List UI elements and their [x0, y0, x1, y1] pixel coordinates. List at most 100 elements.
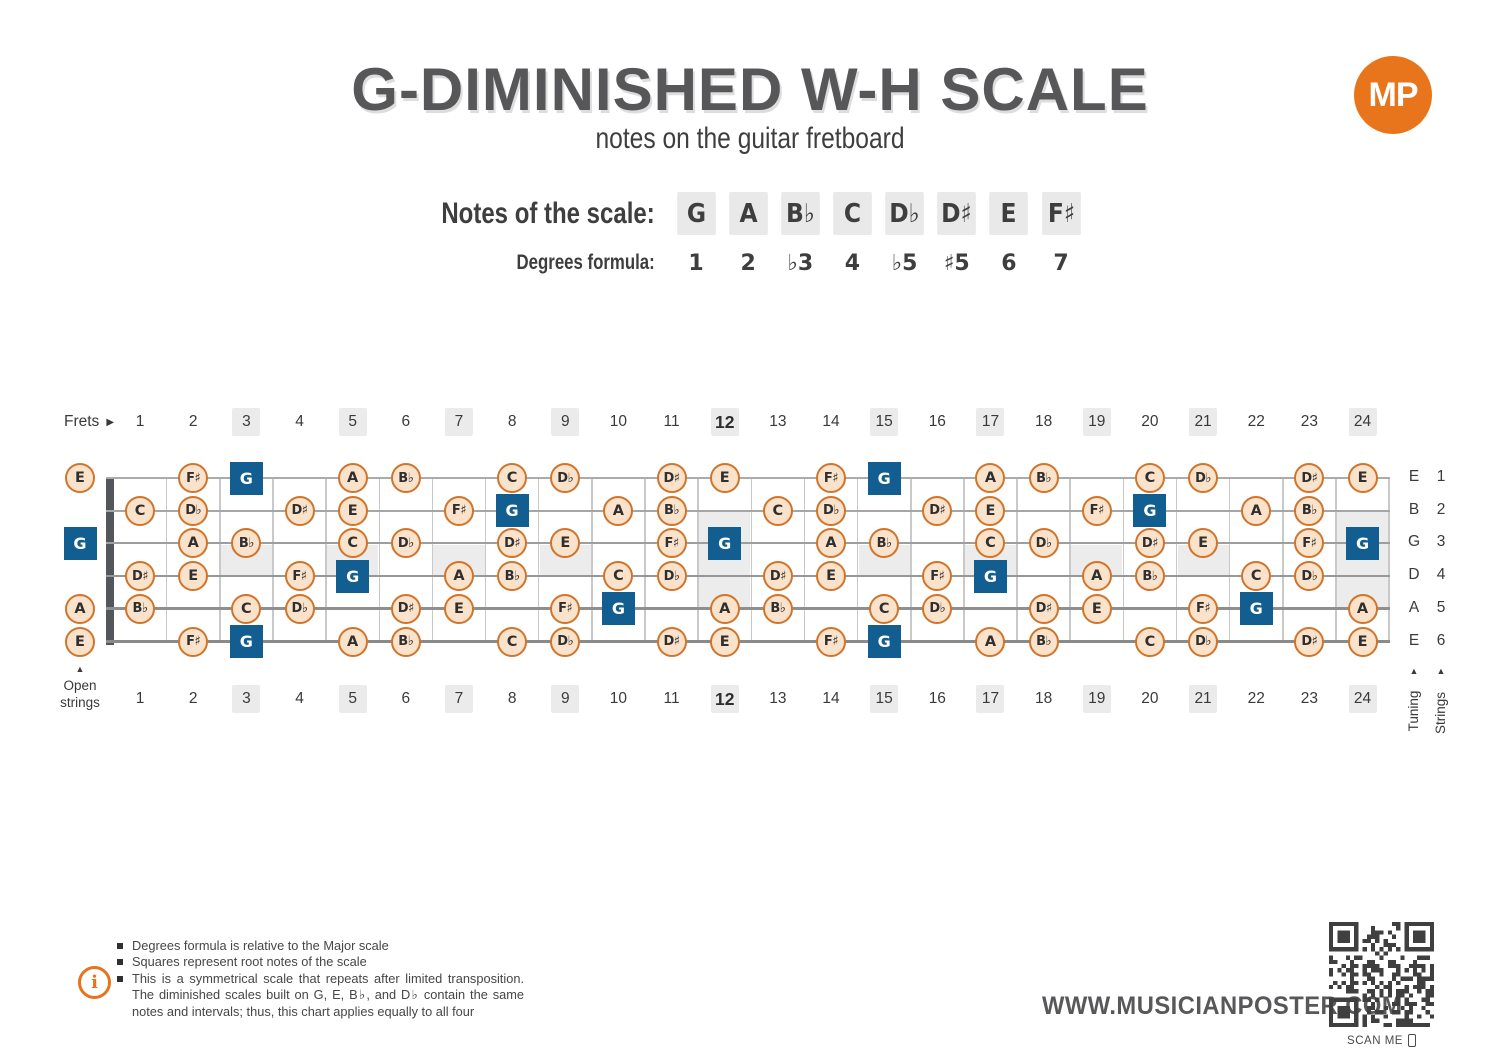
fret-number: 21	[1189, 408, 1218, 436]
root-note-marker: G	[63, 526, 97, 560]
note-marker: D♭	[550, 626, 581, 657]
note-marker: D♭	[1294, 561, 1325, 592]
note-marker: C	[762, 495, 793, 526]
string-number: 6	[1436, 631, 1446, 649]
logo-text: MP	[1368, 75, 1419, 114]
note-marker: E	[1347, 626, 1378, 657]
note-marker: A	[975, 626, 1006, 657]
note-marker: B♭	[1134, 561, 1165, 592]
footer-note-text: Squares represent root notes of the scal…	[132, 954, 367, 970]
degrees-formula-label: Degrees formula:	[516, 251, 655, 274]
footer-note-item: This is a symmetrical scale that repeats…	[117, 971, 524, 1020]
note-marker: C	[1134, 626, 1165, 657]
note-marker: E	[178, 561, 209, 592]
degree-value: 1	[688, 250, 704, 276]
fret-wire	[1175, 477, 1178, 643]
note-marker: D♭	[816, 495, 847, 526]
musicianposter-logo: MP	[1354, 56, 1432, 134]
fret-wire	[431, 477, 434, 643]
note-marker: F♯	[922, 561, 953, 592]
fret-wire	[1122, 477, 1125, 643]
scale-note-box: A	[728, 192, 768, 235]
fret-number: 2	[188, 690, 198, 707]
fret-wire	[537, 477, 540, 643]
fret-number: 7	[444, 408, 473, 436]
note-marker: C	[1134, 463, 1165, 493]
open-strings-label-line: strings	[60, 694, 100, 710]
fret-wire	[219, 477, 221, 643]
note-marker: C	[869, 593, 900, 624]
scale-note-box: G	[676, 192, 716, 235]
fret-number: 10	[609, 690, 628, 707]
fret-number: 24	[1348, 408, 1377, 436]
note-marker: D♯	[922, 495, 953, 526]
phone-icon	[1407, 1034, 1416, 1047]
page-title: G-DIMINISHED W-H SCALE	[351, 56, 1149, 123]
note-marker: C	[231, 593, 262, 624]
string-number: 1	[1436, 468, 1446, 485]
root-note-marker: G	[601, 592, 635, 626]
note-marker: E	[816, 561, 847, 592]
note-marker: B♭	[390, 463, 421, 493]
note-marker: E	[709, 463, 740, 493]
fret-number: 1	[135, 413, 145, 430]
note-marker: D♯	[1294, 626, 1325, 657]
degree-value: 2	[740, 250, 756, 276]
root-note-marker: G	[229, 461, 263, 495]
note-marker: A	[443, 561, 474, 592]
note-marker: E	[337, 495, 368, 526]
nut	[106, 476, 114, 645]
fret-wire	[750, 477, 753, 643]
fret-number: 7	[444, 685, 473, 713]
fret-number: 17	[976, 408, 1005, 436]
fret-number: 20	[1141, 413, 1159, 430]
fret-wire	[484, 477, 487, 643]
notes-of-scale-label: Notes of the scale:	[441, 197, 655, 230]
root-note-marker: G	[229, 625, 263, 658]
fret-number: 19	[1082, 408, 1111, 436]
string-line	[105, 509, 1391, 512]
note-marker: D♭	[1028, 528, 1059, 559]
open-strings-label: Open strings	[40, 678, 120, 711]
root-note-marker: G	[1239, 592, 1273, 626]
website-url: WWW.MUSICIANPOSTER.COM	[1042, 992, 1403, 1020]
note-marker: D♭	[922, 593, 953, 624]
note-marker: F♯	[816, 626, 847, 657]
fret-number: 6	[401, 413, 411, 430]
fret-number: 20	[1141, 690, 1159, 707]
fret-wire	[1228, 477, 1231, 643]
info-icon: i	[78, 966, 111, 999]
note-marker: A	[337, 626, 368, 657]
tuning-letter: B	[1408, 500, 1420, 518]
fret-number: 5	[338, 408, 367, 436]
fret-number: 13	[769, 413, 787, 430]
scan-me-label: SCAN ME	[1329, 1034, 1434, 1047]
fret-number: 18	[1035, 413, 1053, 430]
string-number: 2	[1436, 500, 1446, 518]
arrow-up-icon: ▲	[1409, 666, 1419, 676]
note-marker: D♯	[390, 593, 421, 624]
note-marker: E	[65, 626, 95, 657]
fret-number: 9	[551, 408, 580, 436]
note-marker: E	[1347, 463, 1378, 493]
note-marker: E	[65, 463, 95, 493]
note-marker: F♯	[816, 463, 847, 493]
note-marker: F♯	[1081, 495, 1112, 526]
note-marker: E	[975, 495, 1006, 526]
tuning-letter: E	[1408, 468, 1420, 485]
note-marker: A	[1241, 495, 1272, 526]
note-marker: B♭	[656, 495, 687, 526]
tuning-letter: E	[1408, 631, 1420, 649]
arrow-right-icon: ▶	[106, 416, 115, 428]
fret-wire	[378, 477, 380, 643]
string-number: 5	[1436, 598, 1446, 616]
note-marker: D♯	[1294, 463, 1325, 493]
arrow-up-icon: ▲	[75, 664, 85, 674]
note-marker: C	[125, 495, 156, 526]
note-marker: F♯	[656, 528, 687, 559]
footer-note-text: Degrees formula is relative to the Major…	[132, 938, 389, 953]
fret-wire	[697, 477, 699, 643]
fret-number: 23	[1300, 690, 1318, 707]
root-note-marker: G	[973, 559, 1007, 593]
tuning-letter: G	[1407, 533, 1421, 551]
